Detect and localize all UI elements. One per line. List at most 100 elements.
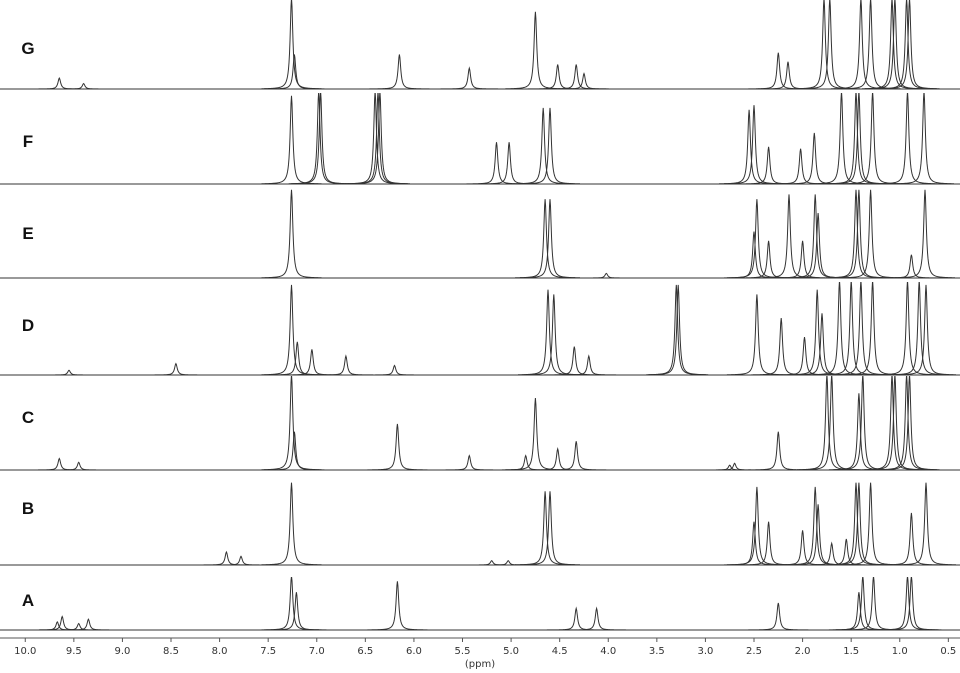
peak [876, 0, 937, 90]
x-tick-label: 2.0 [795, 646, 811, 657]
peak [881, 512, 942, 566]
peak [877, 282, 938, 376]
peak [261, 95, 322, 185]
peak [864, 0, 925, 90]
x-tick-label: 7.5 [260, 646, 276, 657]
peak [367, 423, 428, 471]
peak [261, 0, 322, 90]
peak [261, 189, 322, 279]
peak [345, 93, 406, 185]
peak [48, 461, 109, 471]
peak [772, 240, 833, 279]
peak [881, 254, 942, 279]
peak [281, 349, 342, 376]
peak [53, 82, 114, 90]
spectrum-label: B [22, 499, 34, 518]
peak [439, 66, 500, 90]
spectrum-label: G [21, 39, 34, 58]
peak [29, 457, 90, 471]
spectrum [0, 0, 960, 90]
peak [828, 189, 889, 279]
x-tick-label: 6.0 [406, 646, 422, 657]
x-tick-label: 5.5 [455, 646, 471, 657]
peak [349, 93, 410, 185]
peak [290, 93, 351, 185]
peak [267, 341, 328, 376]
peak [479, 142, 540, 185]
peak [840, 482, 901, 566]
peak [809, 282, 870, 376]
spectrum-label: C [22, 408, 34, 427]
x-tick-label: 4.0 [600, 646, 616, 657]
peak [738, 240, 799, 279]
spectrum [0, 282, 960, 376]
peak [566, 606, 627, 631]
spectrum [0, 376, 960, 471]
peak [527, 64, 588, 90]
peak [364, 364, 425, 376]
peak [723, 105, 785, 185]
peak [546, 441, 607, 471]
peak [877, 93, 938, 185]
peak [788, 212, 849, 279]
peak [828, 482, 889, 566]
peak [520, 107, 580, 185]
peak [799, 0, 860, 90]
peak [369, 54, 430, 90]
peak [523, 294, 584, 376]
spectrum [0, 577, 960, 631]
peak [261, 482, 322, 566]
spectrum [0, 93, 960, 185]
peak [367, 581, 428, 631]
peak [513, 107, 574, 185]
peak [770, 148, 831, 185]
peak [843, 577, 904, 631]
peak [576, 272, 637, 279]
peak [825, 482, 887, 566]
peak [29, 77, 90, 90]
x-tick-label: 6.5 [357, 646, 373, 657]
peak [315, 354, 376, 376]
peak [825, 93, 887, 185]
peak [39, 369, 99, 376]
peak [461, 560, 522, 566]
spectrum [0, 482, 960, 566]
peak [748, 602, 809, 631]
x-tick-label: 3.0 [697, 646, 713, 657]
peak [558, 354, 619, 376]
peak [519, 491, 581, 566]
spectrum-label: D [22, 316, 34, 335]
x-tick-label: 5.0 [503, 646, 519, 657]
peak [893, 93, 955, 185]
spectrum-label: A [22, 591, 34, 610]
spectrum-label: E [22, 224, 33, 243]
peak [719, 109, 780, 185]
peak [748, 52, 809, 90]
peak [519, 199, 581, 279]
peak [788, 504, 849, 566]
peak [864, 376, 925, 471]
peak [793, 0, 855, 90]
peak [876, 376, 937, 471]
spectrum [0, 189, 960, 279]
x-tick-label: 9.5 [66, 646, 82, 657]
peak [895, 482, 957, 566]
peak [261, 284, 322, 376]
x-axis-label: (ppm) [465, 659, 495, 670]
x-tick-label: 2.5 [746, 646, 762, 657]
x-tick-label: 4.5 [552, 646, 568, 657]
peak [758, 61, 818, 90]
peak [889, 282, 950, 376]
peak [546, 606, 607, 631]
peak [738, 521, 799, 566]
peak [546, 64, 607, 90]
peak [758, 194, 820, 279]
peak [264, 431, 325, 471]
peak [879, 0, 940, 90]
x-tick-label: 0.5 [940, 646, 956, 657]
peak [266, 592, 327, 631]
peak [261, 577, 322, 631]
peak [517, 289, 579, 376]
x-tick-label: 9.0 [114, 646, 130, 657]
